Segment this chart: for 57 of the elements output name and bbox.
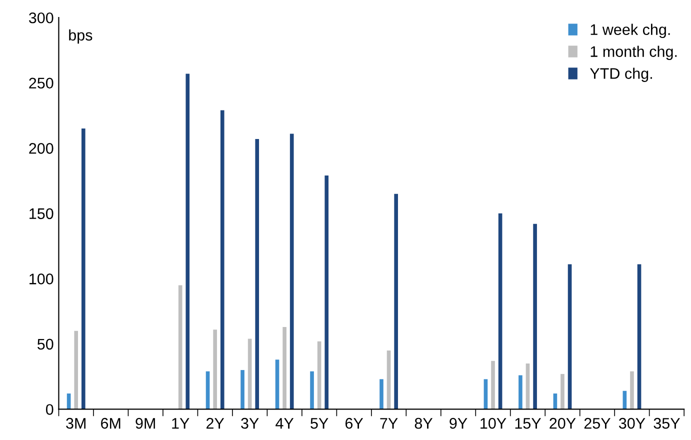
- x-tick-label: 5Y: [310, 418, 328, 429]
- bar: [81, 128, 86, 410]
- x-tick-label: 3Y: [241, 418, 259, 429]
- bar: [568, 264, 572, 410]
- x-tick-label: 9M: [136, 418, 155, 429]
- x-tick-label: 20Y: [550, 418, 576, 429]
- bar: [186, 74, 190, 410]
- bar: [178, 285, 182, 410]
- bar: [484, 379, 488, 410]
- x-tick-label: 6M: [101, 418, 120, 429]
- bar: [275, 360, 280, 410]
- legend-label: 1 month chg.: [590, 46, 677, 60]
- bar: [255, 138, 260, 410]
- bar: [74, 330, 78, 410]
- bar: [248, 338, 252, 410]
- x-tick-label: 10Y: [480, 418, 506, 429]
- bar: [240, 370, 244, 410]
- y-tick-label: 300: [28, 12, 54, 24]
- bar: [290, 134, 294, 410]
- x-tick-label: 1Y: [172, 418, 190, 429]
- bar: [498, 213, 502, 410]
- y-tick-label: 150: [30, 208, 54, 220]
- x-tick-label: 25Y: [584, 418, 610, 429]
- bar: [518, 375, 522, 410]
- bar: [533, 224, 537, 410]
- y-tick-label: 200: [29, 143, 54, 154]
- annotation: bps: [69, 29, 92, 44]
- x-tick-label: 7Y: [380, 418, 398, 429]
- x-tick-label: 30Y: [618, 418, 646, 429]
- legend-label: YTD chg.: [590, 68, 652, 82]
- x-tick-label: 35Y: [654, 418, 680, 429]
- x-tick-label: 3M: [66, 418, 86, 429]
- x-tick-label: 8Y: [414, 418, 433, 429]
- bar: [637, 264, 642, 410]
- x-tick-label: 4Y: [276, 418, 294, 429]
- legend-label: 1 week chg.: [590, 24, 670, 38]
- y-tick-label: 50: [37, 338, 54, 350]
- bar: [386, 350, 391, 410]
- bar: [282, 326, 286, 410]
- y-tick-label: 0: [46, 404, 54, 415]
- bar: [380, 379, 384, 410]
- x-tick-label: 2Y: [206, 418, 224, 429]
- x-tick-label: 15Y: [515, 418, 542, 429]
- bar: [324, 176, 329, 410]
- bar: [220, 110, 224, 410]
- bar: [213, 330, 217, 410]
- bar: [526, 364, 530, 410]
- x-tick-label: 6Y: [345, 418, 364, 429]
- bar: [491, 360, 495, 410]
- x-tick-label: 9Y: [450, 418, 468, 429]
- y-tick-label: 100: [30, 274, 54, 284]
- bar: [630, 371, 634, 410]
- bar: [394, 194, 398, 410]
- bar: [310, 371, 314, 410]
- bar: [317, 341, 322, 410]
- y-tick-label: 250: [29, 78, 54, 89]
- bar: [560, 374, 564, 410]
